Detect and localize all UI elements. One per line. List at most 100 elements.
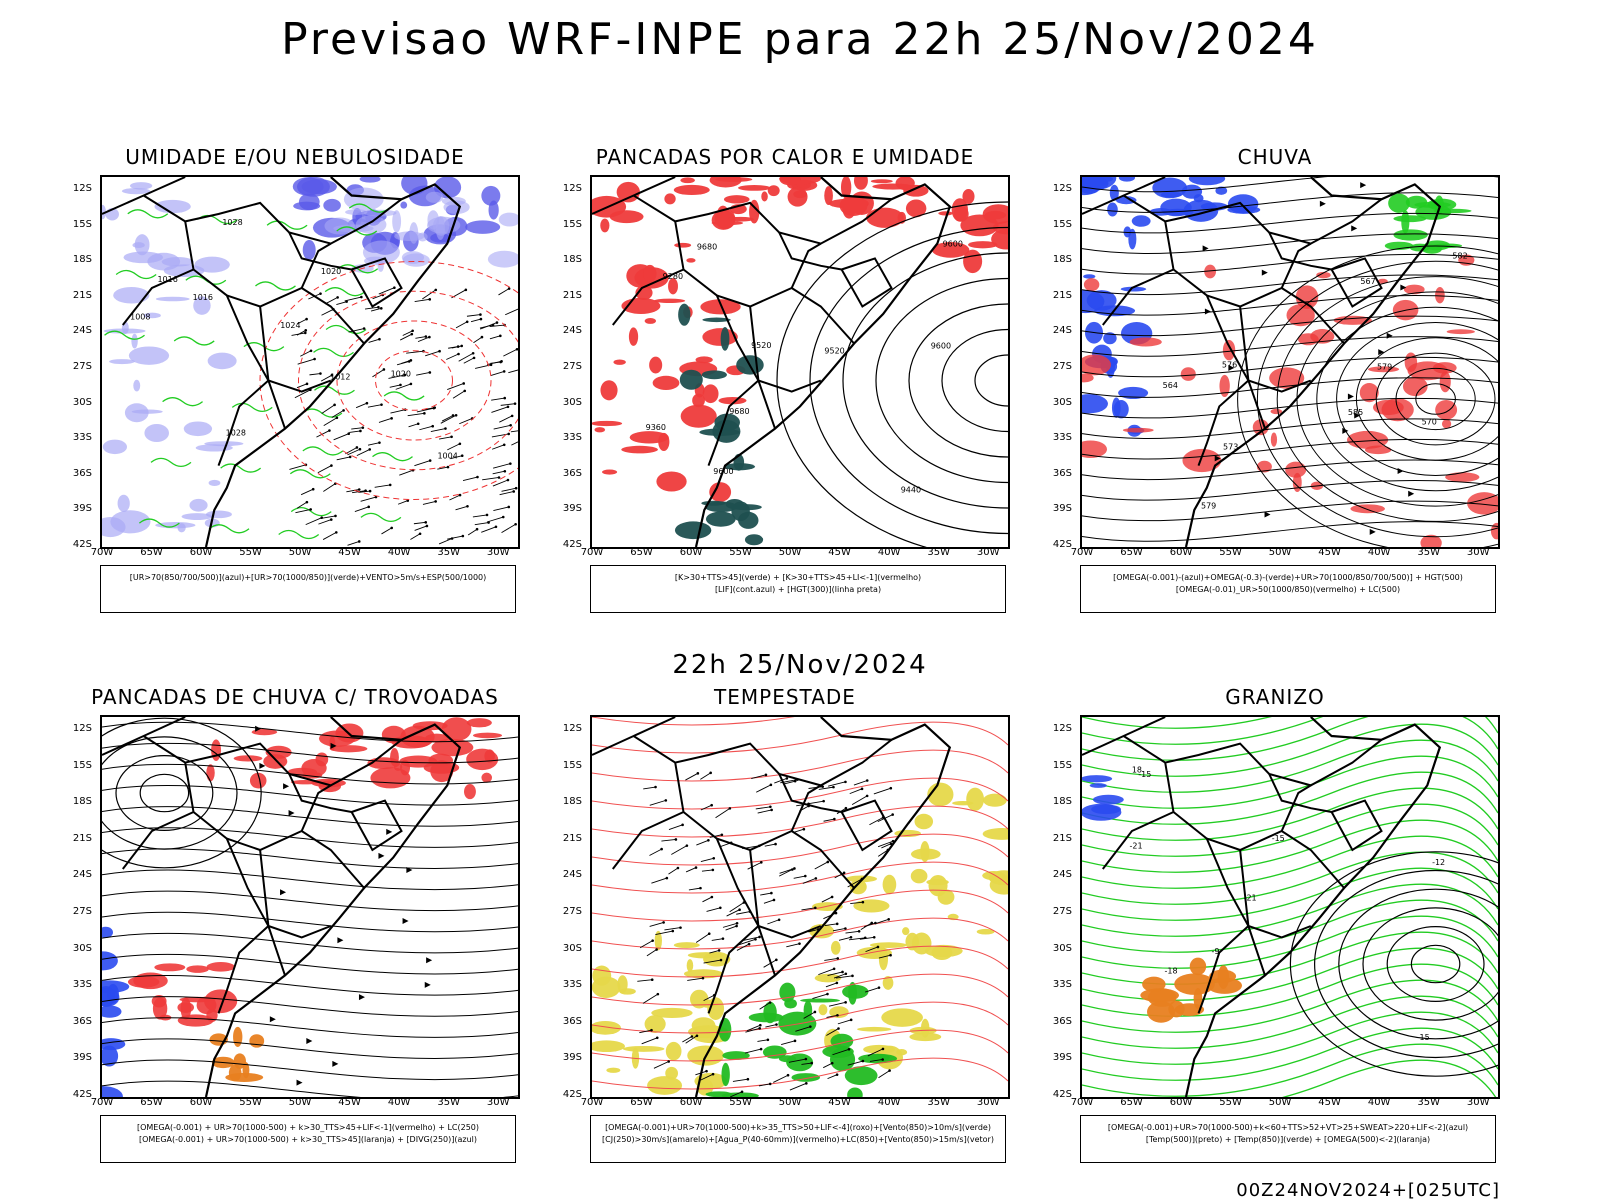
wind-vector-head <box>690 1035 694 1038</box>
field-blob <box>896 1049 908 1056</box>
wind-vector <box>864 922 876 928</box>
lon-tick-label: 60W <box>1169 547 1193 558</box>
wind-vector-head <box>465 320 469 324</box>
wind-vector <box>321 404 335 414</box>
wind-vector <box>802 877 817 884</box>
wind-vector <box>869 817 884 826</box>
streamline <box>1082 377 1498 398</box>
wind-vector <box>367 442 380 446</box>
state-border <box>122 811 194 870</box>
field-blob <box>1174 973 1215 995</box>
state-border <box>288 773 352 813</box>
lat-tick-label: 27S <box>72 906 92 917</box>
wind-vector-head <box>416 422 420 426</box>
field-blob <box>762 1045 787 1059</box>
field-blob <box>251 728 278 736</box>
wind-vector <box>837 1019 852 1025</box>
state-border <box>184 762 286 976</box>
state-border <box>840 257 893 308</box>
wind-vector <box>472 514 488 518</box>
lat-tick-label: 27S <box>1052 361 1072 372</box>
wind-vector <box>378 287 395 295</box>
wind-vector-head <box>769 805 772 809</box>
field-blob <box>818 1004 828 1016</box>
field-blob <box>1142 976 1166 993</box>
contour-line <box>875 277 1008 484</box>
humidity-contour <box>324 287 366 297</box>
field-blob <box>882 874 897 895</box>
streamline-arrow <box>1347 393 1354 400</box>
wind-vector <box>736 911 751 915</box>
wind-vector-head <box>471 351 475 355</box>
field-blob <box>329 735 336 751</box>
wind-vector <box>492 479 509 487</box>
field-blob <box>702 317 731 323</box>
contour-label: -15 <box>1138 770 1151 779</box>
wind-vector-head <box>379 307 383 310</box>
lon-tick-label: 45W <box>828 547 851 558</box>
lat-tick-label: 12S <box>1052 723 1072 734</box>
wind-vector <box>388 374 406 379</box>
wind-vector <box>646 949 657 957</box>
lat-tick-label: 30S <box>72 396 92 408</box>
field-blob <box>1435 399 1458 420</box>
wind-vector <box>374 484 391 488</box>
map-frame <box>590 715 1010 1099</box>
wind-vector <box>832 1048 850 1056</box>
field-blob <box>133 972 168 990</box>
contour-label: 1016 <box>157 275 177 284</box>
lon-tick-label: 35W <box>437 1097 460 1108</box>
wind-vector <box>346 489 360 493</box>
lat-tick-label: 33S <box>562 432 582 444</box>
map-panel-chuva: CHUVA 12S 15S 18S 21S 24S 27S 30S 33S 36S 39S 42S 70… <box>1040 145 1510 645</box>
wind-vector-head <box>881 1058 884 1061</box>
wind-vector <box>422 500 436 505</box>
wind-vector <box>370 307 382 312</box>
wind-vector-head <box>772 898 776 902</box>
legend-line: [OMEGA(-0.001)+UR>70(1000-500)+k<60+TTS>… <box>1107 1123 1469 1132</box>
wind-vector-head <box>330 373 334 377</box>
wind-vector-head <box>759 1023 762 1027</box>
field-blob <box>654 930 662 951</box>
field-blob <box>613 359 626 365</box>
wind-vector-head <box>458 493 462 497</box>
wind-vector <box>803 1011 816 1019</box>
field-blob <box>481 185 501 206</box>
lon-tick-label: 60W <box>679 547 703 558</box>
lat-tick-label: 18S <box>562 796 582 808</box>
field-blob <box>644 318 657 324</box>
wind-vector <box>789 1082 807 1091</box>
wind-vector-head <box>348 455 352 459</box>
lon-tick-label: 60W <box>679 1097 703 1108</box>
wind-vector-head <box>329 518 333 521</box>
wind-vector <box>491 444 505 450</box>
wind-vector-head <box>409 359 413 362</box>
lat-tick-label: 36S <box>562 467 582 479</box>
contour-label: 9680 <box>729 407 749 416</box>
streamline-arrow <box>1264 511 1271 518</box>
streamline-arrow <box>306 1037 313 1044</box>
lat-tick-label: 36S <box>72 467 92 479</box>
state-border <box>778 232 842 271</box>
wind-vector-head <box>423 412 426 415</box>
field-blob <box>705 511 736 527</box>
wind-vector <box>759 1002 771 1010</box>
wind-vector-head <box>707 932 711 936</box>
humidity-contour <box>266 220 308 230</box>
lat-tick-label: 27S <box>562 361 582 372</box>
wind-vector-head <box>450 435 453 439</box>
streamline-arrow <box>332 1060 339 1067</box>
map-canvas: 1016 1016 1024 1028 1028 1020 1008 1012 1004 1020 <box>102 177 518 547</box>
field-blob <box>653 298 686 304</box>
field-blob <box>1403 284 1425 295</box>
field-blob <box>102 1005 122 1018</box>
lat-tick-label: 36S <box>1052 467 1072 479</box>
wind-vector <box>336 301 347 306</box>
wind-vector-head <box>833 817 836 821</box>
state-border <box>1280 242 1312 289</box>
wind-vector <box>709 834 722 838</box>
wind-vector <box>664 927 681 931</box>
humidity-contour <box>348 203 390 213</box>
field-blob <box>621 445 658 454</box>
wind-vector-head <box>759 1047 763 1051</box>
